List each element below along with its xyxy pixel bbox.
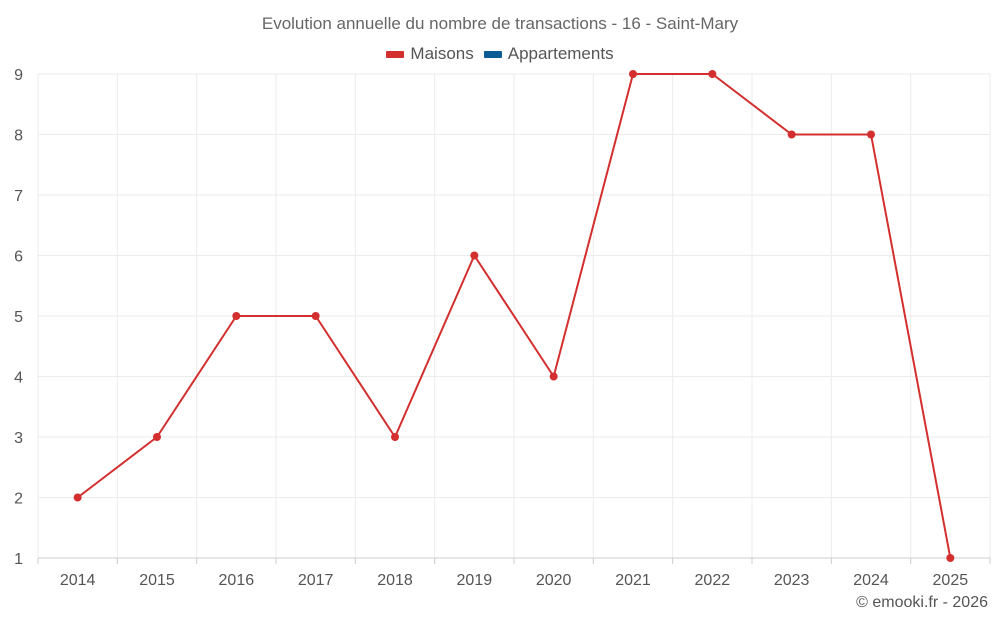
data-point-maisons [787, 130, 796, 139]
legend-label-maisons: Maisons [410, 44, 474, 63]
y-tick-label: 7 [14, 188, 23, 205]
y-tick-label: 5 [14, 309, 23, 326]
y-tick-label: 4 [14, 370, 23, 387]
legend-item-maisons[interactable]: Maisons [386, 44, 474, 64]
data-point-maisons [311, 312, 320, 320]
data-point-maisons [153, 433, 161, 441]
y-tick-label: 3 [14, 430, 23, 447]
x-tick-label: 2014 [60, 572, 96, 589]
x-tick-label: 2021 [615, 572, 651, 589]
chart-title: Evolution annuelle du nombre de transact… [261, 14, 739, 33]
x-tick-label: 2025 [933, 572, 969, 589]
series-layer [73, 70, 955, 562]
legend-label-appartements: Appartements [507, 44, 614, 63]
y-tick-label: 1 [14, 551, 23, 568]
x-tick-label: 2018 [377, 572, 413, 589]
x-tick-label: 2024 [853, 572, 889, 589]
y-tick-label: 8 [14, 128, 23, 145]
x-tick-label: 2023 [774, 572, 810, 589]
legend-swatch-maisons [386, 50, 405, 58]
credit-text: © emooki.fr - 2026 [856, 594, 988, 611]
y-tick-label: 6 [14, 249, 23, 266]
series-line-maisons [77, 73, 952, 559]
y-tick-label: 2 [14, 491, 23, 508]
data-point-maisons [470, 251, 479, 260]
data-point-maisons [232, 312, 241, 320]
data-point-maisons [867, 130, 875, 139]
x-tick-label: 2017 [298, 572, 334, 589]
axes: 1 2 3 4 5 6 7 8 9 2014 2015 2016 2017 2018 2019 2020 202… [14, 67, 991, 589]
x-tick-label: 2016 [219, 572, 255, 589]
y-tick-label: 9 [14, 67, 23, 84]
data-point-maisons [391, 433, 399, 441]
data-point-maisons [629, 70, 637, 78]
data-point-maisons [946, 554, 955, 562]
data-point-maisons [708, 70, 717, 78]
x-tick-label: 2015 [139, 572, 175, 589]
x-tick-label: 2019 [457, 572, 493, 589]
x-tick-label: 2020 [536, 572, 572, 589]
legend: Maisons Appartements [0, 44, 1000, 64]
x-tick-label: 2022 [695, 572, 731, 589]
legend-item-appartements[interactable]: Appartements [483, 44, 614, 64]
data-point-maisons [549, 372, 558, 381]
data-point-maisons [73, 493, 82, 502]
legend-swatch-appartements [483, 50, 502, 58]
